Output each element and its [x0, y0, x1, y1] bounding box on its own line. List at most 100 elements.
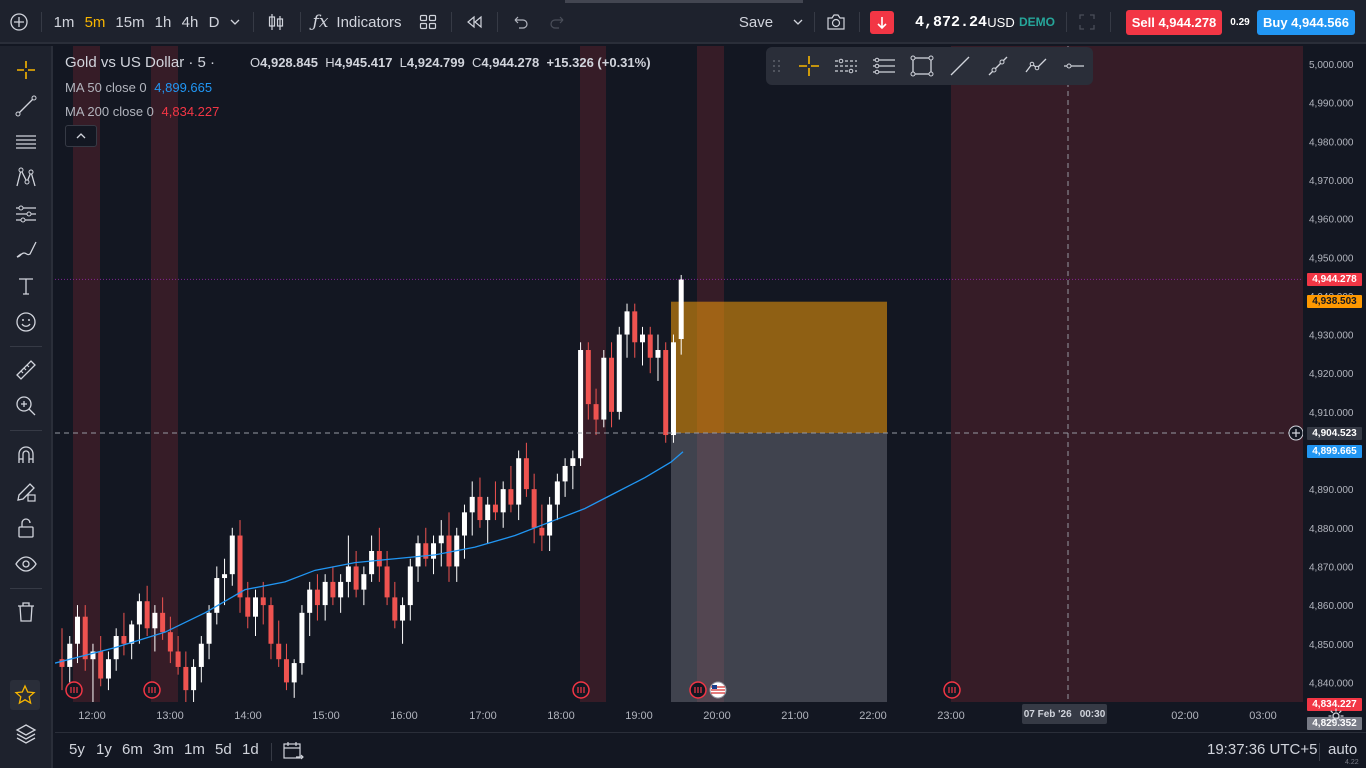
layouts-icon[interactable] — [416, 0, 440, 44]
candle-body — [415, 543, 421, 567]
candle-body — [547, 504, 553, 536]
ma200-legend[interactable]: MA 200 close 0 4,834.227 — [65, 104, 219, 119]
ma50-legend[interactable]: MA 50 close 0 4,899.665 — [65, 80, 212, 95]
parallel-channel-icon[interactable] — [830, 50, 862, 82]
crosshair-icon[interactable] — [10, 54, 42, 86]
emoji-icon[interactable] — [10, 306, 42, 338]
chevron-down-icon[interactable] — [227, 0, 243, 44]
interval-1h[interactable]: 1h — [154, 13, 172, 31]
redo-icon[interactable] — [546, 0, 570, 44]
price-tick-label: 4,850.000 — [1309, 640, 1354, 651]
separator — [300, 12, 301, 32]
time-tick-label: 15:00 — [312, 710, 340, 722]
candle-body — [446, 535, 452, 567]
low-key: L — [399, 55, 407, 70]
ruler-icon[interactable] — [10, 354, 42, 386]
horizontal-line-icon[interactable] — [1058, 50, 1090, 82]
time-tick-label: 21:00 — [781, 710, 809, 722]
collapse-legend-chevron-icon[interactable] — [65, 125, 97, 147]
undo-icon[interactable] — [508, 0, 532, 44]
trend-line-icon[interactable] — [944, 50, 976, 82]
candles-chart-type-icon[interactable] — [263, 0, 289, 44]
candle-body — [469, 496, 475, 513]
ma200-label: MA 200 close 0 — [65, 104, 154, 119]
fib-retracement-icon[interactable] — [10, 126, 42, 158]
rectangle-icon[interactable] — [906, 50, 938, 82]
interval-15m[interactable]: 15m — [115, 13, 145, 31]
text-tool-icon[interactable] — [10, 270, 42, 302]
save-menu-chevron-icon[interactable] — [790, 0, 806, 44]
price-tick-label: 4,980.000 — [1309, 137, 1354, 148]
replay-icon[interactable] — [462, 0, 486, 44]
time-axis[interactable]: 12:00 13:00 14:00 15:00 16:00 17:00 18:00 19:00… — [55, 702, 1366, 730]
range-3m[interactable]: 3m — [153, 741, 174, 758]
drag-handle-icon[interactable] — [766, 50, 788, 82]
indicators-button[interactable]: ƒx Indicators — [312, 0, 402, 44]
interval-1m[interactable]: 1m — [53, 13, 75, 31]
candle-body — [461, 512, 467, 536]
interval-4h[interactable]: 4h — [181, 13, 199, 31]
eye-icon[interactable] — [10, 548, 42, 580]
horizontal-lines-icon[interactable] — [868, 50, 900, 82]
object-tree-layers-icon[interactable] — [10, 718, 42, 750]
lock-drawing-pencil-icon[interactable] — [10, 476, 42, 508]
candle-body — [144, 601, 150, 629]
zoom-in-icon[interactable] — [10, 390, 42, 422]
interval-5m[interactable]: 5m — [84, 13, 106, 31]
candle-body — [314, 589, 320, 606]
crosshair-icon[interactable] — [793, 50, 825, 82]
range-5d[interactable]: 5d — [215, 741, 232, 758]
favorites-star-icon[interactable] — [10, 680, 40, 710]
sell-button[interactable]: Sell 4,944.278 — [1126, 10, 1222, 35]
chart-pane[interactable] — [55, 46, 1303, 702]
candle-body — [129, 624, 135, 644]
interval-d[interactable]: D — [208, 13, 220, 31]
candle-body — [570, 458, 576, 466]
settings-gear-icon[interactable] — [1326, 706, 1346, 726]
candle-body — [214, 578, 220, 613]
price-tick-label: 4,950.000 — [1309, 253, 1354, 264]
ray-line-icon[interactable] — [982, 50, 1014, 82]
price-tick-label: 5,000.000 — [1309, 60, 1354, 71]
brush-icon[interactable] — [10, 234, 42, 266]
symbol-title[interactable]: Gold vs US Dollar · 5 · — [65, 54, 216, 71]
time-axis-ticks: 12:00 13:00 14:00 15:00 16:00 17:00 18:00 19:00… — [78, 710, 1277, 722]
fullscreen-icon[interactable] — [1076, 0, 1098, 44]
magnet-icon[interactable] — [10, 440, 42, 472]
range-1d[interactable]: 1d — [242, 741, 259, 758]
buy-button[interactable]: Buy 4,944.566 — [1257, 10, 1355, 35]
timezone-clock[interactable]: 19:37:36 UTC+5 — [1207, 741, 1318, 758]
candlestick-chart[interactable] — [55, 46, 1303, 702]
separator — [497, 12, 498, 32]
account-currency: USD — [987, 14, 1015, 30]
price-axis[interactable]: 5,000.000 4,990.000 4,980.000 4,970.000 4,96… — [1303, 46, 1366, 767]
auto-scale-toggle[interactable]: auto — [1328, 741, 1358, 758]
economic-event-marker — [65, 681, 83, 699]
calendar-goto-date-icon[interactable] — [282, 740, 304, 767]
candle-body — [562, 465, 568, 482]
save-button[interactable]: Save — [738, 13, 774, 31]
range-6m[interactable]: 6m — [122, 741, 143, 758]
price-tick-label: 4,860.000 — [1309, 601, 1354, 612]
candle-body — [175, 651, 181, 667]
trend-line-icon[interactable] — [10, 90, 42, 122]
separator — [271, 743, 272, 761]
trash-icon[interactable] — [10, 596, 42, 628]
candle-body — [539, 527, 545, 536]
camera-icon[interactable] — [823, 0, 849, 44]
candle-body — [407, 566, 413, 606]
high-value: 4,945.417 — [334, 55, 393, 70]
range-1m[interactable]: 1m — [184, 741, 205, 758]
pattern-tool-icon[interactable] — [10, 162, 42, 194]
path-icon[interactable] — [1020, 50, 1052, 82]
range-5y[interactable]: 5y — [69, 741, 85, 758]
time-tick-label: 13:00 — [156, 710, 184, 722]
candle-body — [531, 489, 537, 528]
add-symbol-icon[interactable] — [6, 0, 32, 44]
candle-body — [353, 566, 359, 590]
forecasting-tool-icon[interactable] — [10, 198, 42, 230]
range-1y[interactable]: 1y — [96, 741, 112, 758]
crosshair-time: 00:30 — [1079, 708, 1106, 720]
trend-down-arrow-icon[interactable] — [870, 11, 894, 34]
unlock-icon[interactable] — [10, 512, 42, 544]
